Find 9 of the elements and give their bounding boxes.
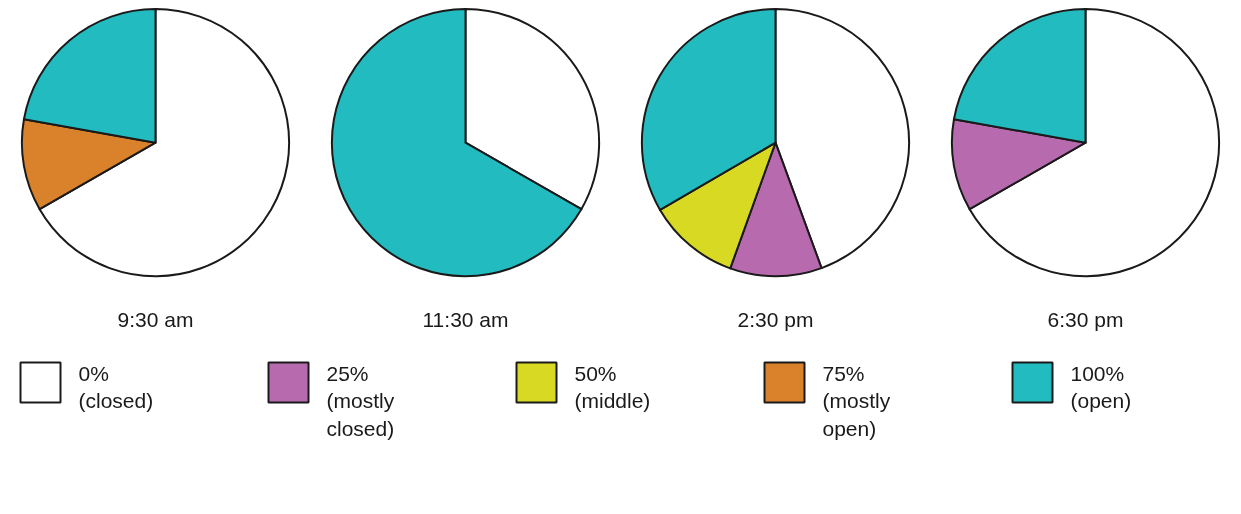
legend-label: 75% (mostly open) (822, 361, 891, 440)
slice-label: 2:30 pm (737, 308, 814, 332)
legend-label: 25% (mostly closed) (326, 361, 395, 440)
slice-label: 6:30 pm (1047, 308, 1124, 332)
legend-label: 100% (open) (1070, 361, 1132, 413)
slice-label: 11:30 am (422, 308, 509, 332)
legend-label: 0% (closed) (78, 361, 154, 413)
slice-label: 9:30 am (117, 308, 194, 332)
legend-label: 50% (middle) (574, 361, 651, 413)
